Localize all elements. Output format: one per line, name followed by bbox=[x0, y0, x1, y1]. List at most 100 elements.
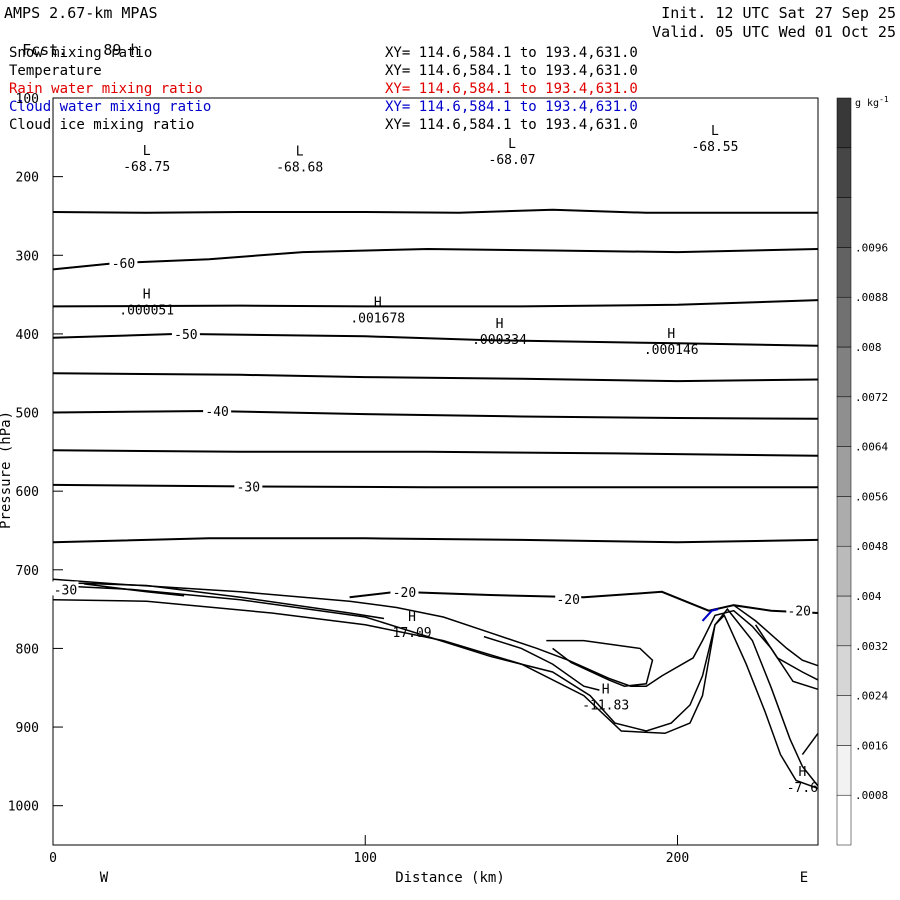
legend-name-4: Cloud ice mixing ratio bbox=[9, 117, 195, 133]
colorbar: .0008 .0016 .0024 .0032 .004 .0048 .0056 .0064.… bbox=[836, 95, 889, 846]
legend-name-1: Temperature bbox=[9, 63, 102, 79]
extra-label-2: -20 bbox=[788, 605, 811, 620]
x-tick-label-0: 0 bbox=[49, 851, 57, 866]
temperature-contour-4 bbox=[52, 372, 819, 383]
contour-label-9: -20 bbox=[393, 586, 416, 601]
colorbar-unit: g kg-1 bbox=[855, 95, 889, 109]
legend-coords-2: XY= 114.6,584.1 to 193.4,631.0 bbox=[385, 81, 638, 97]
y-tick-label-700: 700 bbox=[16, 564, 39, 579]
colorbar-cell-13 bbox=[836, 147, 852, 198]
colorbar-tick-6: .0056 bbox=[855, 490, 888, 503]
extremum-letter-5: H bbox=[374, 296, 382, 311]
extra-label-bg-1 bbox=[555, 590, 582, 605]
contour-label-3: -50 bbox=[174, 328, 197, 343]
contour-label-bg-3 bbox=[171, 325, 200, 340]
extremum-value-1: -68.68 bbox=[276, 161, 323, 176]
colorbar-tick-9: .008 bbox=[855, 341, 882, 354]
terrain-contour-8 bbox=[754, 624, 819, 681]
extremum-letter-3: L bbox=[711, 124, 719, 139]
extremum-letter-6: H bbox=[496, 317, 504, 332]
extremum-letter-2: L bbox=[508, 137, 516, 152]
y-tick-label-800: 800 bbox=[16, 642, 39, 657]
terrain-contour-4 bbox=[84, 583, 185, 597]
terrain-contour-1 bbox=[52, 584, 819, 787]
extra-label-bg-2 bbox=[786, 602, 813, 617]
temperature-contour-7 bbox=[52, 483, 818, 489]
colorbar-cell-3 bbox=[836, 645, 852, 696]
colorbar-tick-4: .004 bbox=[855, 590, 882, 603]
extremum-value-5: .001678 bbox=[350, 312, 405, 327]
colorbar-unit-exponent: -1 bbox=[879, 95, 889, 104]
colorbar-cell-10 bbox=[836, 296, 852, 348]
colorbar-tick-0: .0008 bbox=[855, 789, 888, 802]
contour-label-5: -40 bbox=[205, 405, 228, 420]
valid-time: Valid. 05 UTC Wed 01 Oct 25 bbox=[652, 23, 896, 41]
extremum-value-8: 17.09 bbox=[393, 626, 432, 641]
x-tick-label-200: 200 bbox=[666, 851, 689, 866]
legend-coords-1: XY= 114.6,584.1 to 193.4,631.0 bbox=[385, 63, 638, 79]
contour-label-7: -30 bbox=[237, 480, 260, 495]
y-tick-label-300: 300 bbox=[16, 249, 39, 264]
y-axis-label: Pressure (hPa) bbox=[0, 411, 14, 529]
model-title: AMPS 2.67-km MPAS bbox=[4, 4, 158, 22]
colorbar-tick-2: .0024 bbox=[855, 690, 888, 703]
extremum-value-9: -11.83 bbox=[582, 698, 629, 713]
colorbar-cell-2 bbox=[836, 695, 852, 746]
contour-label-bg-7 bbox=[234, 478, 263, 493]
y-tick-label-200: 200 bbox=[16, 171, 39, 186]
temperature-contour-5 bbox=[52, 409, 819, 420]
temperature-contour-0 bbox=[52, 208, 818, 214]
colorbar-cell-7 bbox=[836, 446, 852, 497]
extremum-letter-7: H bbox=[667, 327, 675, 342]
temperature-contour-1 bbox=[52, 247, 819, 271]
colorbar-cell-8 bbox=[836, 396, 852, 447]
temperature-contour-3 bbox=[52, 332, 819, 347]
contour-label-bg-1 bbox=[109, 255, 138, 270]
y-tick-label-400: 400 bbox=[16, 328, 39, 343]
colorbar-tick-5: .0048 bbox=[855, 540, 888, 553]
extremum-letter-0: L bbox=[143, 144, 151, 159]
terrain-contour-2 bbox=[52, 598, 819, 790]
colorbar-tick-10: .0088 bbox=[855, 291, 888, 304]
colorbar-tick-3: .0032 bbox=[855, 640, 888, 653]
colorbar-cell-9 bbox=[836, 346, 852, 398]
contour-label-bg-9 bbox=[390, 583, 419, 598]
colorbar-cell-5 bbox=[836, 545, 852, 597]
extremum-value-7: .000146 bbox=[644, 343, 699, 358]
extremum-value-4: .000051 bbox=[119, 304, 174, 319]
terrain-contour-6 bbox=[546, 639, 654, 687]
direction-east: E bbox=[800, 870, 808, 886]
extremum-letter-8: H bbox=[408, 610, 416, 625]
colorbar-cell-12 bbox=[836, 197, 852, 248]
extremum-value-10: -7.6 bbox=[787, 781, 818, 796]
y-tick-label-900: 900 bbox=[16, 721, 39, 736]
init-time: Init. 12 UTC Sat 27 Sep 25 bbox=[661, 4, 896, 22]
colorbar-tick-7: .0064 bbox=[855, 441, 888, 454]
cloud-water-contour bbox=[701, 608, 719, 622]
temperature-contour-6 bbox=[52, 449, 819, 457]
extra-label-1: -20 bbox=[556, 593, 579, 608]
contour-label-bg-5 bbox=[203, 402, 232, 417]
temperature-contour-9 bbox=[349, 590, 819, 614]
extra-label-0: -30 bbox=[54, 583, 77, 598]
extremum-value-2: -68.07 bbox=[489, 153, 536, 168]
colorbar-cell-0 bbox=[836, 794, 852, 846]
axes: 100 200 300 400 500 600 700 800 900 1000 0 100 200 bbox=[8, 92, 690, 866]
legend-name-0: Snow mixing ratio bbox=[9, 45, 153, 61]
terrain-contours bbox=[52, 578, 819, 790]
extremum-letter-9: H bbox=[602, 682, 610, 697]
plot-frame bbox=[52, 97, 819, 846]
temperature-contour-8 bbox=[52, 537, 819, 544]
extremum-value-3: -68.55 bbox=[691, 140, 738, 155]
extremum-value-0: -68.75 bbox=[123, 160, 170, 175]
colorbar-tick-11: .0096 bbox=[855, 241, 888, 254]
contour-labels: L-68.75L-68.68L-68.07L-68.55H.000051H.00… bbox=[52, 124, 818, 796]
extra-label-bg-0 bbox=[52, 581, 79, 596]
temperature-contour-2 bbox=[52, 299, 819, 308]
extremum-value-6: .000334 bbox=[472, 333, 527, 348]
direction-west: W bbox=[100, 870, 109, 886]
legend-coords-3: XY= 114.6,584.1 to 193.4,631.0 bbox=[385, 99, 638, 115]
terrain-contour-3 bbox=[52, 581, 385, 620]
terrain-contour-5 bbox=[483, 635, 600, 691]
forecast-label: Fcst. 89 h bbox=[4, 23, 139, 59]
